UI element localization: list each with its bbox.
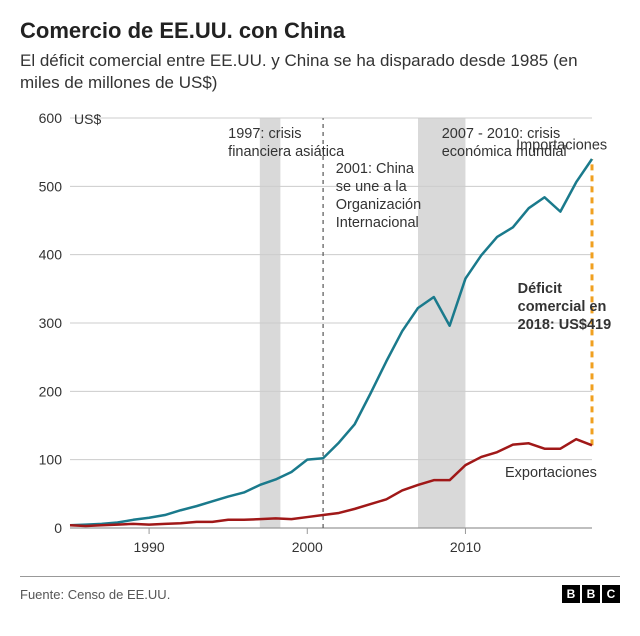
bbc-c: C (602, 585, 620, 603)
bbc-b2: B (582, 585, 600, 603)
y-tick-label: 600 (39, 110, 63, 126)
x-tick-label: 2000 (292, 539, 323, 555)
footer: Fuente: Censo de EE.UU. B B C (20, 576, 620, 603)
y-tick-label: 200 (39, 384, 63, 400)
y-axis-unit-label: US$ (74, 111, 101, 127)
y-tick-label: 500 (39, 179, 63, 195)
series-label-exports: Exportaciones (505, 465, 597, 481)
annotation: Déficitcomercial en2018: US$419 (518, 281, 612, 333)
annotation: 1997: crisisfinanciera asiática (228, 126, 345, 160)
chart-area: 0100200300400500600US$199020002010Import… (20, 108, 620, 568)
y-tick-label: 300 (39, 315, 63, 331)
y-tick-label: 400 (39, 247, 63, 263)
bbc-b1: B (562, 585, 580, 603)
chart-subtitle: El déficit comercial entre EE.UU. y Chin… (20, 50, 620, 94)
bbc-logo: B B C (562, 585, 620, 603)
annotation: 2001: Chinase une a laOrganizaciónIntern… (336, 161, 421, 231)
y-tick-label: 100 (39, 452, 63, 468)
chart-title: Comercio de EE.UU. con China (20, 18, 620, 44)
source-text: Fuente: Censo de EE.UU. (20, 587, 170, 602)
x-tick-label: 2010 (450, 539, 481, 555)
y-tick-label: 0 (54, 520, 62, 536)
x-tick-label: 1990 (134, 539, 165, 555)
